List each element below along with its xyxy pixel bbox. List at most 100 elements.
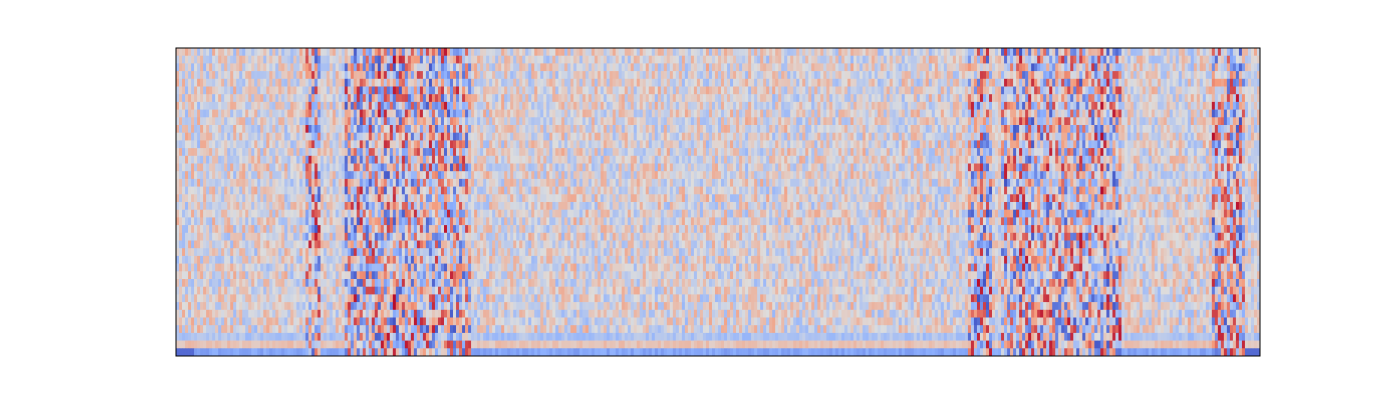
heatmap-cell bbox=[724, 63, 728, 72]
heatmap-cell bbox=[1097, 140, 1101, 149]
heatmap-cell bbox=[1088, 78, 1092, 87]
heatmap-cell bbox=[308, 63, 312, 72]
heatmap-cell bbox=[784, 117, 788, 126]
heatmap-cell bbox=[266, 55, 270, 64]
heatmap-cell bbox=[456, 94, 460, 103]
heatmap-cell bbox=[916, 132, 921, 141]
heatmap-cell bbox=[904, 63, 909, 72]
heatmap-cell bbox=[690, 94, 695, 103]
heatmap-cell bbox=[492, 117, 496, 126]
heatmap-cell bbox=[799, 71, 803, 80]
heatmap-cell bbox=[1079, 63, 1083, 72]
heatmap-cell bbox=[1142, 125, 1146, 134]
heatmap-cell bbox=[1007, 117, 1011, 126]
heatmap-cell bbox=[1217, 78, 1222, 87]
heatmap-cell bbox=[1148, 86, 1152, 95]
heatmap-cell bbox=[1061, 48, 1065, 57]
heatmap-cell bbox=[1154, 78, 1158, 87]
heatmap-cell bbox=[1208, 48, 1213, 57]
heatmap-cell bbox=[901, 132, 906, 141]
heatmap-cell bbox=[985, 125, 990, 134]
heatmap-cell bbox=[1250, 132, 1255, 141]
heatmap-cell bbox=[1151, 117, 1155, 126]
heatmap-cell bbox=[380, 71, 385, 80]
heatmap-cell bbox=[519, 148, 523, 157]
heatmap-cell bbox=[1040, 71, 1044, 80]
heatmap-cell bbox=[835, 94, 839, 103]
heatmap-cell bbox=[1190, 117, 1195, 126]
heatmap-cell bbox=[995, 86, 999, 95]
heatmap-cell bbox=[1079, 86, 1083, 95]
heatmap-cell bbox=[486, 48, 490, 57]
heatmap-cell bbox=[1010, 140, 1014, 149]
heatmap-cell bbox=[793, 86, 797, 95]
heatmap-cell bbox=[540, 148, 544, 157]
heatmap-cell bbox=[1247, 132, 1252, 141]
heatmap-cell bbox=[979, 94, 984, 103]
heatmap-cell bbox=[925, 125, 930, 134]
heatmap-cell bbox=[371, 94, 376, 103]
heatmap-cell bbox=[1109, 55, 1113, 64]
heatmap-cell bbox=[1067, 117, 1071, 126]
heatmap-cell bbox=[546, 109, 550, 118]
heatmap-cell bbox=[678, 55, 683, 64]
heatmap-cell bbox=[188, 148, 192, 157]
heatmap-cell bbox=[811, 101, 815, 110]
heatmap-cell bbox=[510, 101, 514, 110]
heatmap-cell bbox=[410, 63, 415, 72]
heatmap-cell bbox=[1094, 71, 1098, 80]
heatmap-cell bbox=[624, 132, 629, 141]
heatmap-cell bbox=[531, 63, 535, 72]
heatmap-cell bbox=[447, 94, 451, 103]
heatmap-cell bbox=[431, 132, 436, 141]
heatmap-cell bbox=[603, 71, 607, 80]
heatmap-cell bbox=[380, 86, 385, 95]
heatmap-cell bbox=[907, 109, 912, 118]
heatmap-cell bbox=[751, 109, 755, 118]
heatmap-cell bbox=[708, 109, 713, 118]
heatmap-cell bbox=[224, 148, 228, 157]
heatmap-cell bbox=[1118, 86, 1122, 95]
heatmap-cell bbox=[398, 71, 403, 80]
heatmap-cell bbox=[910, 71, 915, 80]
heatmap-cell bbox=[1016, 140, 1020, 149]
heatmap-cell bbox=[790, 125, 794, 134]
heatmap-cell bbox=[1055, 71, 1059, 80]
heatmap-cell bbox=[1256, 101, 1261, 110]
heatmap-cell bbox=[820, 125, 824, 134]
heatmap-cell bbox=[838, 86, 842, 95]
heatmap-cell bbox=[582, 148, 586, 157]
heatmap-cell bbox=[374, 148, 379, 157]
heatmap-cell bbox=[474, 71, 478, 80]
heatmap-cell bbox=[850, 109, 854, 118]
heatmap-cell bbox=[401, 101, 406, 110]
heatmap-cell bbox=[260, 117, 264, 126]
heatmap-cell bbox=[937, 86, 942, 95]
heatmap-cell bbox=[1193, 48, 1198, 57]
heatmap-cell bbox=[1103, 71, 1107, 80]
heatmap-cell bbox=[218, 140, 222, 149]
heatmap-cell bbox=[621, 55, 625, 64]
heatmap-cell bbox=[1046, 101, 1050, 110]
heatmap-cell bbox=[251, 148, 255, 157]
heatmap-cell bbox=[1181, 117, 1186, 126]
heatmap-cell bbox=[275, 101, 279, 110]
heatmap-cell bbox=[1250, 63, 1255, 72]
heatmap-cell bbox=[995, 55, 999, 64]
heatmap-cell bbox=[1166, 101, 1171, 110]
heatmap-cell bbox=[910, 117, 915, 126]
heatmap-cell bbox=[1007, 109, 1011, 118]
heatmap-cell bbox=[648, 101, 653, 110]
heatmap-cell bbox=[621, 63, 625, 72]
heatmap-cell bbox=[582, 86, 586, 95]
heatmap-cell bbox=[1031, 148, 1035, 157]
heatmap-cell bbox=[995, 109, 999, 118]
heatmap-cell bbox=[823, 125, 827, 134]
heatmap-cell bbox=[928, 71, 933, 80]
heatmap-cell bbox=[392, 148, 397, 157]
heatmap-cell bbox=[1214, 117, 1219, 126]
heatmap-cell bbox=[606, 117, 610, 126]
heatmap-cell bbox=[964, 63, 969, 72]
heatmap-cell bbox=[582, 101, 586, 110]
heatmap-cell bbox=[766, 125, 770, 134]
